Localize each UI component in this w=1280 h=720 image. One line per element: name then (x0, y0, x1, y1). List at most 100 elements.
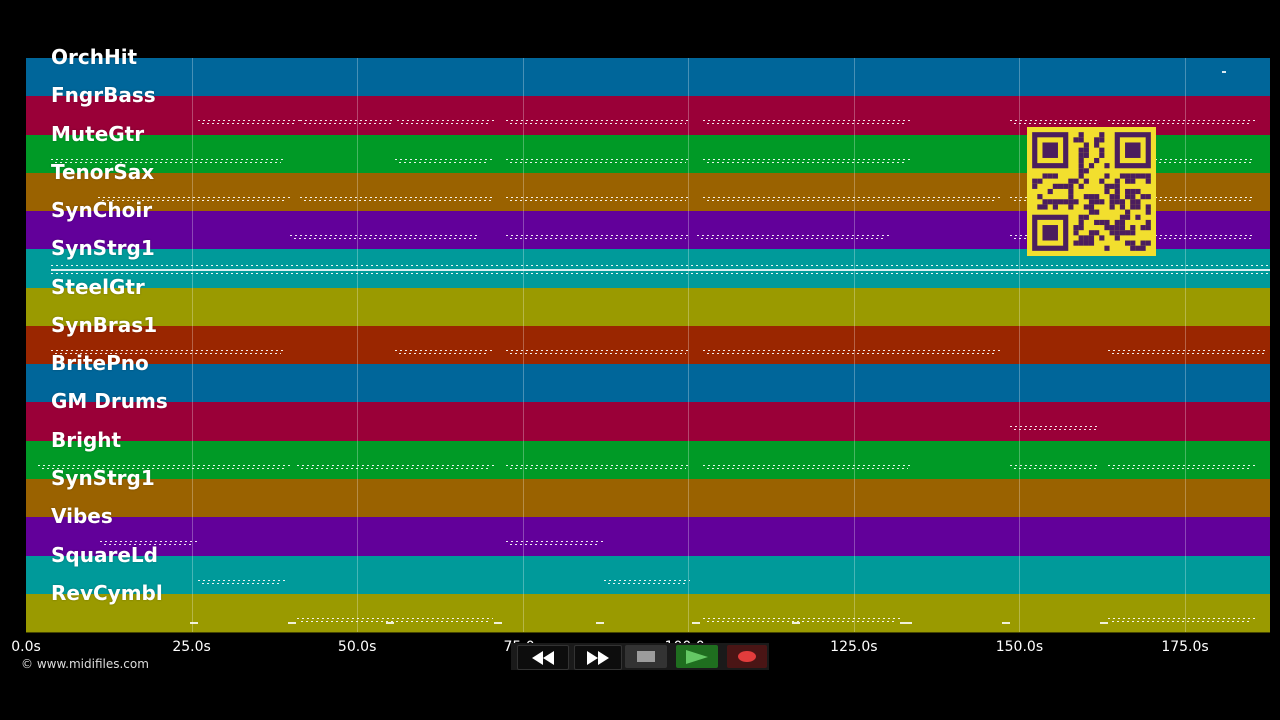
rewind-button[interactable] (517, 645, 569, 670)
note-mark (198, 120, 300, 122)
play-button[interactable] (676, 645, 718, 668)
track-label: OrchHit (51, 45, 138, 69)
note-mark (1222, 71, 1226, 73)
track-label: MuteGtr (51, 121, 145, 146)
note-mark (51, 273, 1270, 275)
track-lane[interactable] (26, 58, 1270, 98)
stop-button[interactable] (625, 645, 667, 668)
note-mark (1010, 464, 1100, 466)
track-lane[interactable] (26, 593, 1270, 634)
track-lane[interactable] (26, 440, 1270, 480)
track-label: BritePno (51, 351, 149, 376)
note-mark (301, 620, 489, 622)
note-mark (510, 544, 600, 546)
note-mark (703, 158, 910, 160)
note-mark (1108, 617, 1256, 619)
time-tick-label: 150.0s (995, 639, 1044, 655)
track-label: SynStrg1 (51, 465, 155, 490)
note-mark (707, 352, 996, 354)
grid-line (191, 58, 193, 632)
note-mark (51, 158, 285, 160)
note-mark (707, 123, 906, 125)
note-mark (1010, 120, 1100, 122)
track-label: TenorSax (51, 159, 155, 184)
note-mark (288, 621, 296, 624)
note-mark (397, 120, 495, 122)
note-mark (300, 196, 495, 198)
note-mark (608, 582, 686, 584)
note-mark (51, 265, 1270, 267)
grid-line (357, 58, 359, 632)
note-mark (703, 196, 1000, 198)
note-mark (55, 161, 281, 163)
note-mark (386, 621, 394, 624)
note-mark (98, 196, 290, 198)
note-mark (297, 464, 495, 466)
note-mark (395, 349, 492, 351)
note-mark (198, 579, 285, 581)
note-mark (510, 352, 686, 354)
track-label: SteelGtr (51, 274, 145, 299)
note-mark (510, 161, 686, 163)
grid-line (688, 58, 690, 632)
track-label: RevCymbl (51, 580, 163, 605)
time-tick-label: 50.0s (337, 639, 377, 655)
note-mark (297, 617, 493, 619)
note-mark (42, 467, 286, 469)
track-lane[interactable] (26, 287, 1270, 327)
qr-code-icon (1027, 127, 1156, 256)
note-mark (900, 621, 912, 624)
play-icon (686, 649, 708, 664)
track-lane[interactable] (26, 517, 1270, 557)
track-label: SynStrg1 (51, 236, 155, 261)
note-mark (1112, 467, 1252, 469)
fast-forward-icon (587, 650, 609, 665)
copyright-text: © www.midifiles.com (21, 657, 149, 671)
grid-line (1019, 58, 1021, 632)
record-button[interactable] (727, 645, 767, 668)
note-mark (202, 123, 296, 125)
note-mark (300, 120, 395, 122)
note-mark (510, 123, 686, 125)
stop-icon (637, 651, 655, 662)
note-mark (100, 541, 198, 543)
track-label: SynBras1 (51, 312, 158, 337)
note-mark (494, 621, 502, 624)
note-mark (604, 579, 690, 581)
note-mark (506, 464, 690, 466)
note-mark (510, 199, 686, 201)
track-lane[interactable] (26, 478, 1270, 519)
note-mark (506, 235, 690, 237)
note-mark (1014, 467, 1096, 469)
note-mark (707, 620, 896, 622)
grid-line (522, 58, 524, 632)
note-mark (1155, 158, 1255, 160)
note-mark (290, 235, 480, 237)
note-mark (304, 199, 491, 201)
note-mark (506, 196, 690, 198)
track-lane[interactable] (26, 325, 1270, 366)
note-mark (792, 621, 800, 624)
note-mark (401, 123, 491, 125)
track-lane[interactable] (26, 555, 1270, 595)
note-mark (51, 349, 285, 351)
note-mark (399, 161, 488, 163)
note-mark (1100, 621, 1108, 624)
note-mark (692, 621, 700, 624)
track-lane[interactable] (26, 364, 1270, 404)
track-label: Vibes (51, 504, 113, 529)
note-mark (294, 238, 476, 240)
grid-line (1185, 58, 1186, 632)
note-mark (202, 582, 281, 584)
note-mark (510, 467, 686, 469)
grid-line (853, 58, 855, 632)
track-label: FngrBass (51, 83, 156, 108)
note-mark (703, 349, 1000, 351)
note-mark (55, 352, 281, 354)
fast-forward-button[interactable] (574, 645, 622, 670)
track-label: SquareLd (51, 542, 158, 567)
note-mark (701, 238, 886, 240)
note-mark (190, 621, 198, 624)
track-lane[interactable] (26, 402, 1270, 442)
note-mark (506, 120, 690, 122)
